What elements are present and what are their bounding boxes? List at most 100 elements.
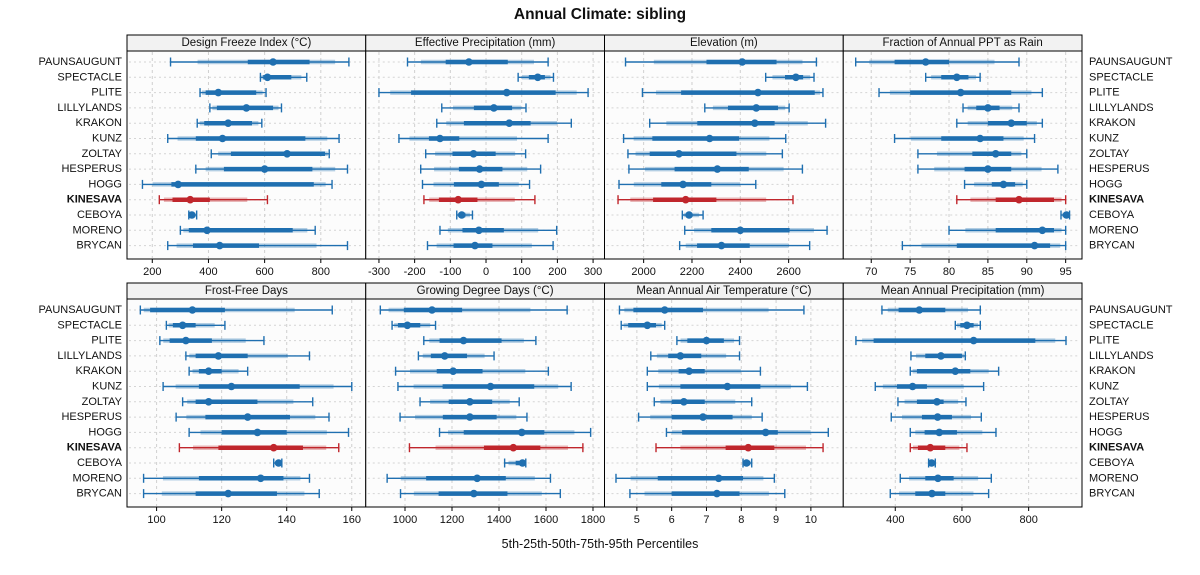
interval-row: [845, 351, 1080, 361]
median-dot: [702, 336, 711, 345]
median-dot: [186, 195, 194, 204]
axis-tick-label: 2000: [631, 266, 655, 278]
median-dot: [675, 150, 683, 158]
median-dot: [454, 195, 462, 204]
site-label: CEBOYA: [1089, 457, 1135, 469]
interval-row: [367, 397, 603, 407]
median-dot: [428, 306, 436, 314]
interval-row: [367, 351, 603, 361]
median-dot: [963, 321, 971, 330]
axis-tick-label: -100: [439, 266, 461, 278]
axis-tick-label: -200: [404, 266, 426, 278]
axis-tick-label: 10: [805, 514, 817, 526]
axis-tick-label: 9: [773, 514, 779, 526]
axis-tick-label: 6: [669, 514, 675, 526]
median-dot: [214, 88, 223, 97]
interval-row: [129, 443, 364, 453]
site-label: KUNZ: [1089, 381, 1119, 393]
site-label: PLITE: [91, 335, 122, 347]
axis-tick-label: 1600: [534, 514, 558, 526]
interval-row: [367, 320, 603, 330]
interval-row: [129, 72, 364, 82]
site-label: BRYCAN: [76, 240, 122, 252]
axis-tick-label: 120: [212, 514, 230, 526]
site-label: MORENO: [1089, 472, 1139, 484]
site-label: SPECTACLE: [1089, 319, 1154, 331]
axis-tick-label: -300: [368, 266, 390, 278]
panel-title: Fraction of Annual PPT as Rain: [883, 37, 1043, 49]
median-dot: [956, 88, 965, 97]
axis-tick-label: 100: [513, 266, 531, 278]
interval-row: [129, 458, 364, 468]
panel-fraction-of-annual-ppt-as-rain: Fraction of Annual PPT as Rain 70 75 80 85 90…: [842, 34, 1083, 278]
median-dot: [473, 474, 481, 483]
site-label: HOGG: [88, 178, 122, 190]
site-label: HESPERUS: [1089, 163, 1150, 175]
median-dot: [676, 352, 685, 360]
median-dot: [475, 226, 483, 235]
median-dot: [761, 428, 770, 437]
median-dot: [533, 73, 542, 82]
interval-row: [367, 118, 603, 128]
median-dot: [714, 474, 723, 483]
axis-tick-label: 200: [143, 266, 161, 278]
interval-row: [367, 473, 603, 483]
median-dot: [215, 241, 224, 250]
interval-row: [845, 210, 1080, 220]
interval-row: [845, 305, 1080, 315]
axis-tick-label: 1800: [581, 514, 605, 526]
interval-row: [367, 336, 603, 346]
interval-row: [129, 489, 364, 499]
median-dot: [681, 195, 690, 204]
median-dot: [999, 180, 1008, 189]
median-dot: [717, 241, 726, 250]
median-dot: [935, 428, 944, 437]
interval-row: [845, 88, 1080, 98]
median-dot: [976, 134, 984, 143]
site-label: HOGG: [1089, 178, 1123, 190]
median-dot: [269, 58, 277, 66]
interval-row: [606, 489, 842, 499]
interval-row: [606, 210, 842, 220]
interval-row: [367, 489, 603, 499]
median-dot: [477, 180, 486, 189]
median-dot: [679, 180, 687, 189]
interval-row: [367, 179, 603, 189]
site-label: KINESAVA: [1089, 442, 1144, 454]
site-label: PAUNSAUGUNT: [1089, 304, 1173, 316]
median-dot: [937, 352, 945, 360]
median-dot: [490, 104, 498, 112]
median-dot: [933, 413, 942, 421]
interval-row: [129, 210, 364, 220]
interval-row: [845, 179, 1080, 189]
median-dot: [283, 150, 291, 158]
site-label: HESPERUS: [61, 411, 122, 423]
axis-tick-label: 100: [147, 514, 165, 526]
interval-row: [129, 397, 364, 407]
site-label: KUNZ: [92, 381, 122, 393]
interval-row: [129, 225, 364, 235]
site-label: LILLYLANDS: [57, 350, 122, 362]
median-dot: [224, 489, 232, 498]
interval-row: [367, 149, 603, 159]
interval-row: [129, 88, 364, 98]
axis-tick-label: 200: [548, 266, 566, 278]
median-dot: [928, 489, 936, 498]
median-dot: [792, 73, 800, 82]
interval-row: [367, 210, 603, 220]
site-label: LILLYLANDS: [1089, 350, 1154, 362]
site-label: KUNZ: [1089, 133, 1119, 145]
interval-row: [129, 427, 364, 437]
interval-row: [129, 103, 364, 113]
median-dot: [685, 367, 693, 376]
median-dot: [752, 104, 761, 112]
interval-row: [845, 397, 1080, 407]
interval-row: [606, 149, 842, 159]
median-dot: [952, 73, 961, 82]
interval-row: [367, 305, 603, 315]
interval-row: [606, 458, 842, 468]
median-dot: [253, 428, 262, 437]
median-dot: [242, 104, 251, 112]
median-dot: [188, 211, 196, 219]
